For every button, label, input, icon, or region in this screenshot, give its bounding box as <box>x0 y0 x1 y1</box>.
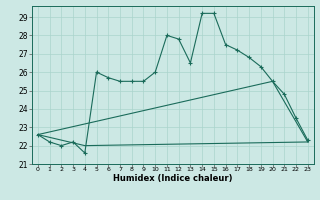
X-axis label: Humidex (Indice chaleur): Humidex (Indice chaleur) <box>113 174 233 183</box>
